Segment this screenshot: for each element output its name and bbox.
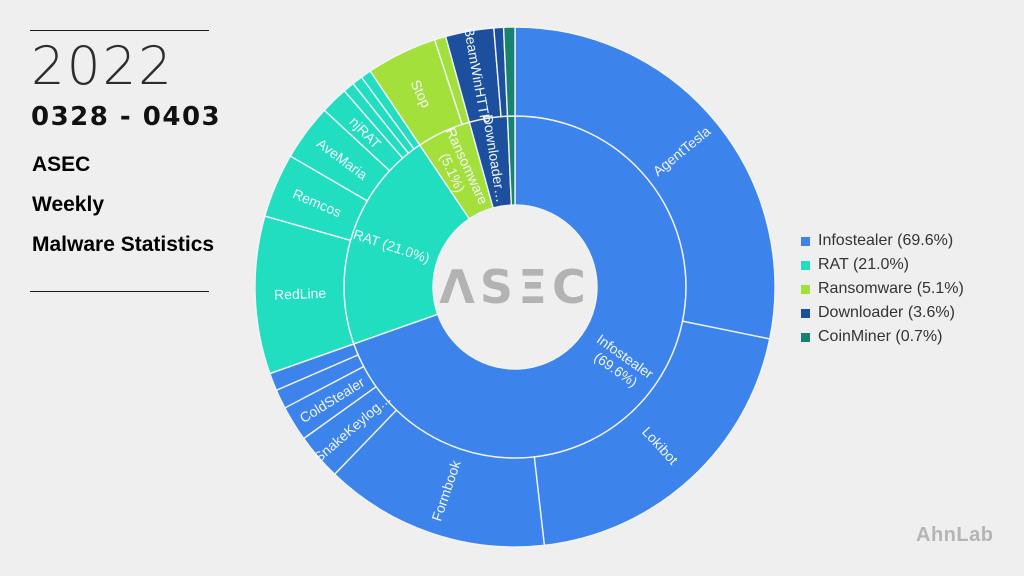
chart-legend: Infostealer (69.6%) RAT (21.0%) Ransomware… bbox=[801, 229, 964, 349]
legend-item-ransomware[interactable]: Ransomware (5.1%) bbox=[801, 277, 964, 301]
legend-item-infostealer[interactable]: Infostealer (69.6%) bbox=[801, 229, 964, 253]
legend-label: Ransomware (5.1%) bbox=[818, 280, 964, 297]
legend-swatch bbox=[801, 308, 810, 318]
legend-label: Downloader (3.6%) bbox=[818, 304, 955, 321]
title-line-weekly: Weekly bbox=[32, 193, 104, 216]
legend-item-coinminer[interactable]: CoinMiner (0.7%) bbox=[801, 325, 964, 349]
ahnlab-logo: AhnLab bbox=[916, 524, 994, 546]
legend-label: RAT (21.0%) bbox=[818, 256, 909, 273]
legend-swatch bbox=[801, 236, 810, 246]
donut-outer-segment-lokibot[interactable] bbox=[533, 320, 771, 547]
legend-swatch bbox=[801, 332, 810, 342]
donut-outer-segment-agenttesla[interactable] bbox=[514, 26, 776, 340]
legend-swatch bbox=[801, 260, 810, 270]
legend-item-downloader[interactable]: Downloader (3.6%) bbox=[801, 301, 964, 325]
legend-item-rat[interactable]: RAT (21.0%) bbox=[801, 253, 964, 277]
outer-label-redline: RedLine bbox=[274, 285, 327, 303]
title-line-asec: ASEC bbox=[32, 153, 91, 176]
year-label: 2022 bbox=[31, 36, 174, 97]
legend-swatch bbox=[801, 284, 810, 294]
title-line-malware-statistics: Malware Statistics bbox=[32, 233, 215, 256]
divider-top bbox=[30, 30, 209, 31]
date-range-label: 0328 - 0403 bbox=[31, 102, 222, 132]
legend-label: CoinMiner (0.7%) bbox=[818, 328, 943, 345]
asec-center-logo: ΛSΞC bbox=[439, 260, 591, 314]
legend-label: Infostealer (69.6%) bbox=[818, 232, 954, 249]
divider-bottom bbox=[30, 291, 209, 292]
donut-outer-segment-minor-18[interactable] bbox=[502, 26, 516, 117]
